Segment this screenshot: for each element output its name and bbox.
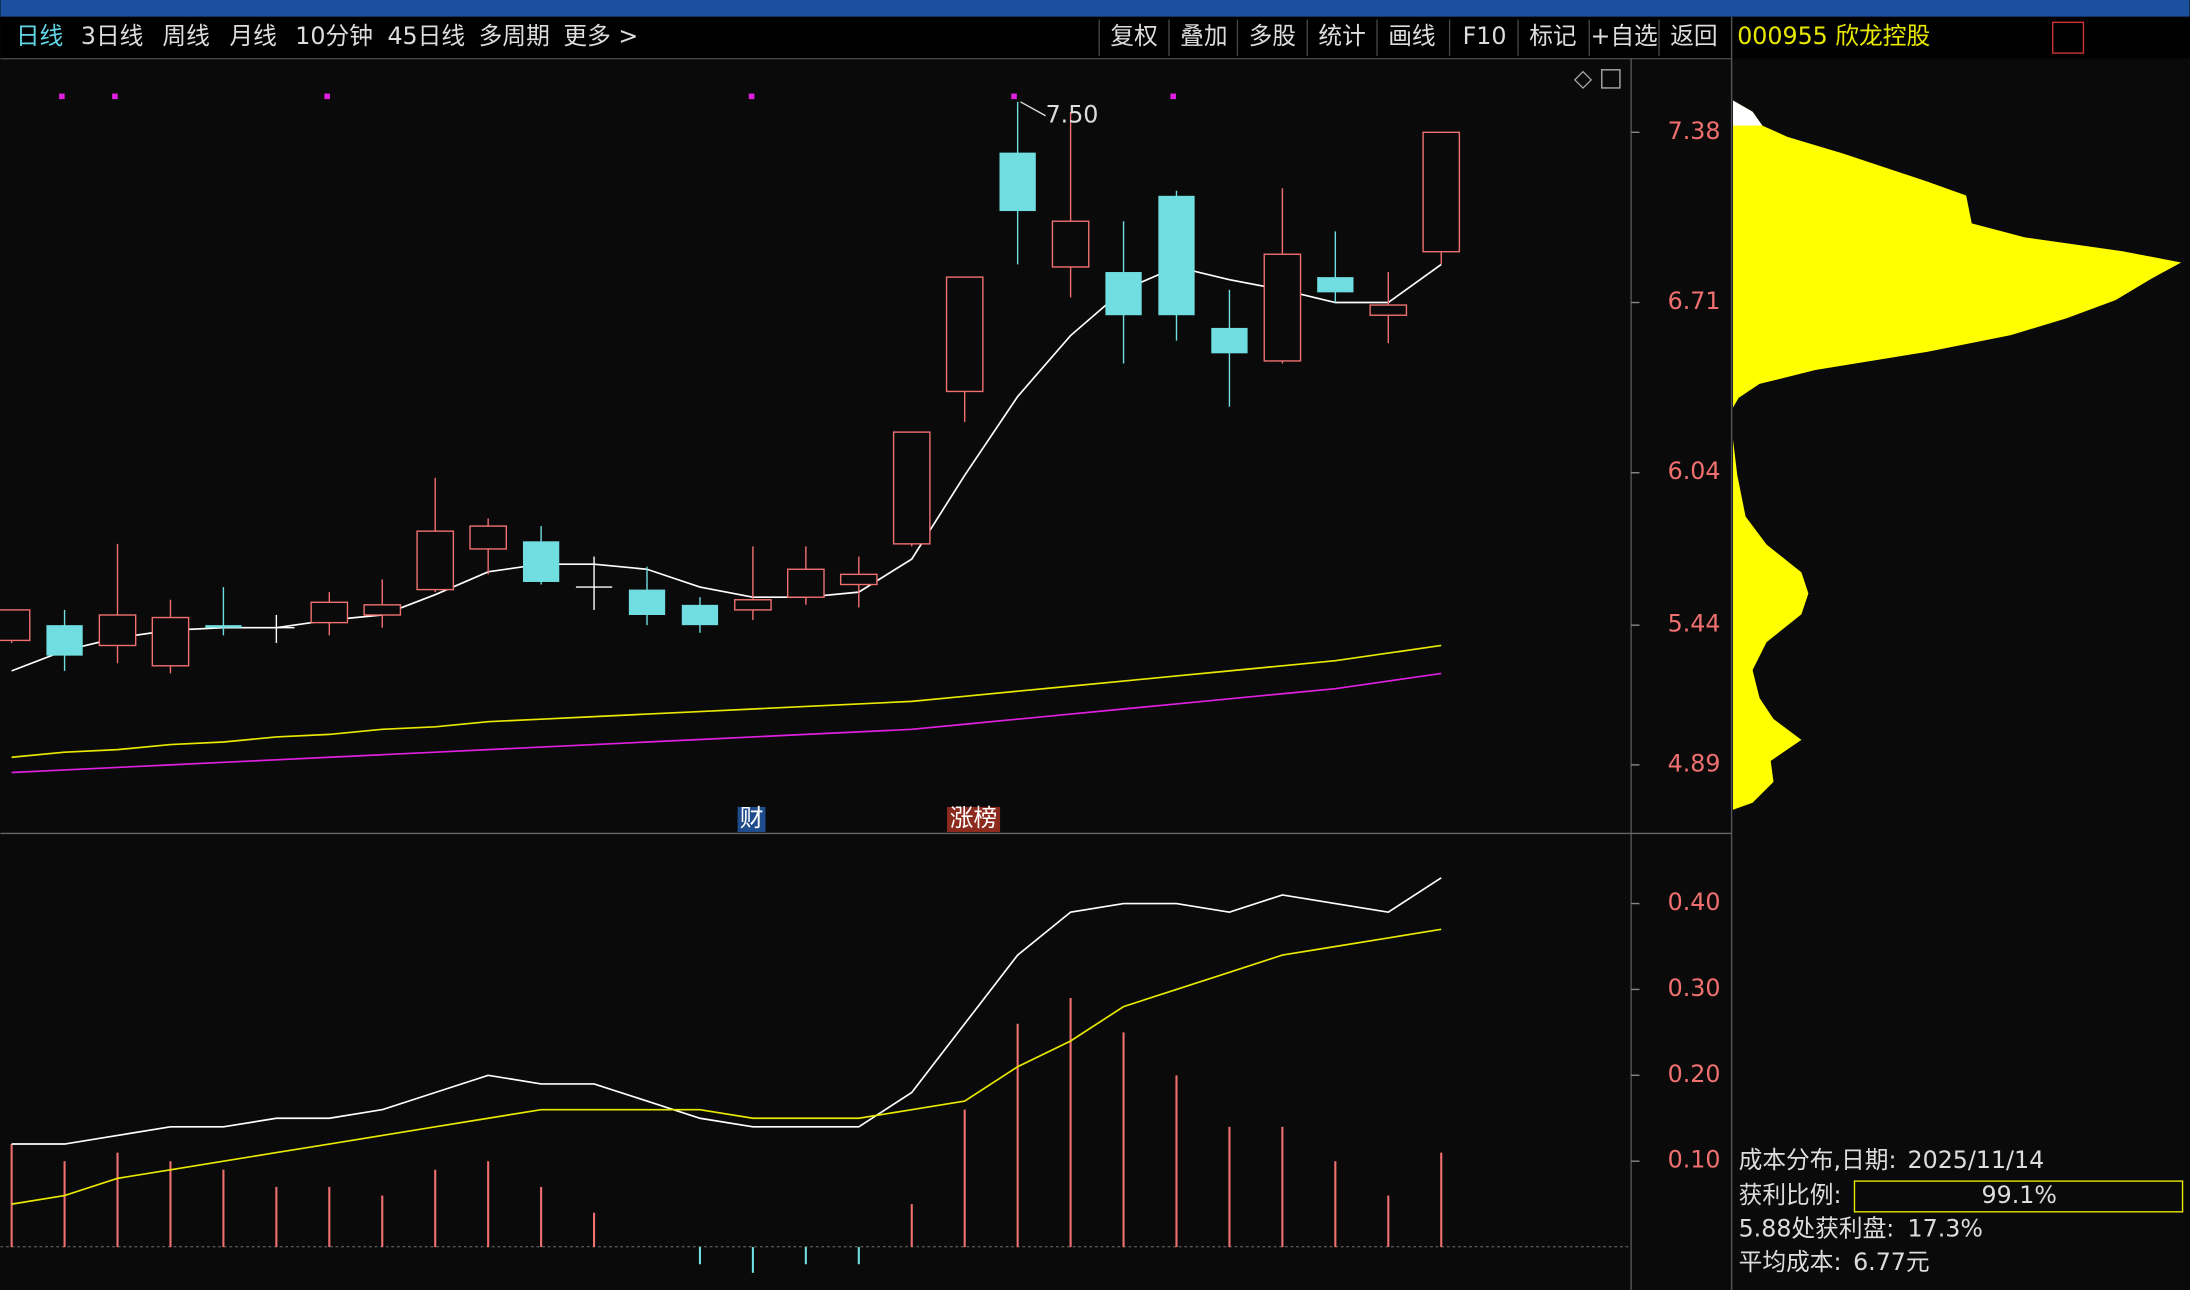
cost-profile xyxy=(1733,439,1809,810)
tag: 涨榜 xyxy=(950,804,997,832)
y-tick-label: 6.04 xyxy=(1668,457,1721,485)
candle-body xyxy=(310,601,349,624)
cost-profile xyxy=(1733,100,2182,408)
tag: 财 xyxy=(740,804,764,832)
toolbar-button[interactable]: 复权 xyxy=(1110,22,1157,50)
cost-text: 99.1% xyxy=(1982,1181,2057,1209)
toolbar xyxy=(0,16,2190,59)
candle-body xyxy=(46,625,83,656)
toolbar-button[interactable]: 多股 xyxy=(1249,22,1296,50)
toolbar-button[interactable]: F10 xyxy=(1463,22,1507,50)
tab[interactable]: 10分钟 xyxy=(295,22,373,50)
cost-text: 2025/11/14 xyxy=(1908,1146,2045,1174)
candle-body xyxy=(892,431,931,545)
indicator-line xyxy=(11,928,1442,1205)
tag-bg xyxy=(947,806,1001,833)
candle-body xyxy=(1317,277,1354,293)
candle-body xyxy=(681,604,719,626)
toolbar-button[interactable]: 返回 xyxy=(1670,22,1717,50)
tab[interactable]: 月线 xyxy=(229,22,276,50)
cost-text: 平均成本: xyxy=(1739,1248,1842,1276)
candle-body xyxy=(1263,253,1302,362)
candle-body xyxy=(0,609,31,642)
title-strip xyxy=(0,0,2190,17)
y-tick-label: 0.40 xyxy=(1668,888,1721,916)
ma-line xyxy=(11,644,1442,759)
candle-body xyxy=(1369,304,1408,316)
candle-body xyxy=(734,599,772,611)
icon[interactable]: ◇ xyxy=(1574,64,1593,92)
ma-line xyxy=(11,672,1442,774)
candle-body xyxy=(839,573,878,586)
candle-body xyxy=(522,541,560,582)
toolbar-button[interactable]: 统计 xyxy=(1318,22,1365,50)
cost-text: 6.77元 xyxy=(1853,1248,1930,1276)
tab[interactable]: 多周期 xyxy=(479,22,550,50)
icon[interactable] xyxy=(1601,69,1621,89)
cost-text: 成本分布,日期: xyxy=(1739,1146,1897,1174)
tag-bg xyxy=(737,806,766,833)
cost-text: 获利比例: xyxy=(1739,1181,1842,1209)
cost-text: 17.3% xyxy=(1908,1214,1983,1242)
y-tick-label: 5.44 xyxy=(1668,610,1721,638)
stock-name: 000955 欣龙控股 xyxy=(1737,22,1930,50)
candle-body xyxy=(1422,131,1461,253)
y-tick-label: 0.30 xyxy=(1668,974,1721,1002)
y-tick-label: 0.20 xyxy=(1668,1060,1721,1088)
profit-box xyxy=(1853,1180,2184,1213)
tab[interactable]: 3日线 xyxy=(81,22,144,50)
candle-body xyxy=(416,530,455,591)
candle-body xyxy=(787,568,825,598)
candle-body xyxy=(151,616,190,667)
toolbar-button[interactable]: 画线 xyxy=(1388,22,1435,50)
tab[interactable]: 更多 > xyxy=(563,22,638,50)
y-tick-label: 0.10 xyxy=(1668,1146,1721,1174)
cost-profile xyxy=(1733,100,1763,126)
tab[interactable]: 45日线 xyxy=(387,22,465,50)
candle-body xyxy=(205,625,242,628)
candle-body xyxy=(1211,327,1248,354)
candle-body xyxy=(1051,220,1090,268)
tab[interactable]: 日线 xyxy=(16,22,63,50)
toolbar-button[interactable]: 叠加 xyxy=(1180,22,1227,50)
candle-body xyxy=(98,614,137,647)
candle-body xyxy=(469,525,508,550)
y-tick-label: 4.89 xyxy=(1668,749,1721,777)
icon[interactable] xyxy=(2052,21,2085,54)
candle-body xyxy=(945,276,984,393)
candle-body xyxy=(1105,272,1142,316)
toolbar-button[interactable]: +自选 xyxy=(1590,22,1657,50)
markers xyxy=(59,93,1176,100)
candle-body xyxy=(1158,195,1195,316)
candle-body xyxy=(999,152,1036,212)
tab[interactable]: 周线 xyxy=(162,22,209,50)
ma-line xyxy=(11,263,1442,672)
toolbar-button[interactable]: 标记 xyxy=(1529,22,1576,50)
y-tick-label: 7.38 xyxy=(1668,117,1721,145)
cost-text: 5.88处获利盘: xyxy=(1739,1214,1895,1242)
indicator-line xyxy=(11,877,1442,1145)
max-label: 7.50 xyxy=(1046,100,1099,128)
candle-body xyxy=(363,604,402,616)
candle-body xyxy=(628,589,666,615)
max-pointer xyxy=(1020,101,1046,117)
y-tick-label: 6.71 xyxy=(1668,287,1721,315)
